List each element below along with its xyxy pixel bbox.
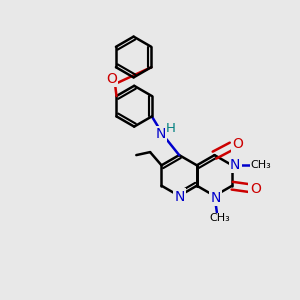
- Text: N: N: [174, 190, 185, 204]
- Text: O: O: [106, 72, 117, 86]
- Text: O: O: [250, 182, 261, 196]
- Text: N: N: [211, 191, 221, 205]
- Text: CH₃: CH₃: [209, 213, 230, 224]
- Text: N: N: [155, 127, 166, 141]
- Text: O: O: [232, 137, 243, 151]
- Text: H: H: [166, 122, 176, 136]
- Text: N: N: [230, 158, 240, 172]
- Text: CH₃: CH₃: [250, 160, 271, 170]
